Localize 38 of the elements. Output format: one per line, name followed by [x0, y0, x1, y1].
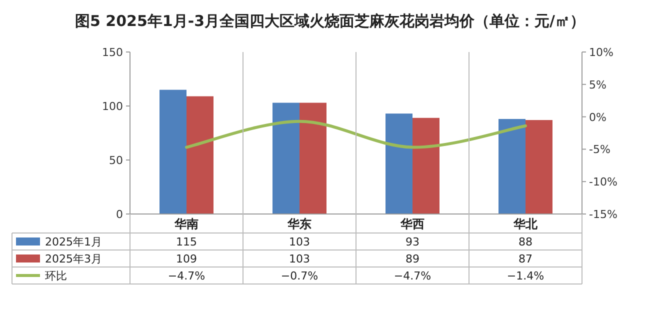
y-tick-label: 100 — [102, 100, 123, 113]
data-label: 115 — [176, 236, 197, 248]
bar — [272, 102, 300, 214]
y2-tick-label: 0% — [589, 110, 606, 124]
x-tick-label: 华南 — [174, 217, 198, 231]
x-tick-label: 华西 — [400, 217, 424, 231]
data-label: −4.7% — [394, 270, 432, 282]
data-label: 89 — [406, 252, 420, 266]
y2-tick-label: -5% — [589, 143, 610, 156]
data-label: 88 — [518, 236, 532, 248]
y2-tick-label: 5% — [589, 78, 606, 92]
data-label: −4.7% — [168, 270, 206, 282]
legend-label: 2025年3月 — [45, 252, 102, 266]
x-tick-label: 华东 — [286, 217, 312, 231]
legend-label: 2025年1月 — [45, 236, 102, 248]
bar — [526, 120, 552, 214]
y2-tick-label: -15% — [589, 208, 618, 221]
bar — [412, 118, 440, 214]
bar — [160, 90, 186, 214]
y2-tick-label: 10% — [589, 46, 614, 59]
y-tick-label: 150 — [102, 46, 123, 59]
bar — [386, 114, 412, 214]
data-label: −1.4% — [506, 270, 544, 282]
y2-tick-label: -10% — [589, 176, 618, 189]
chart-title: 图5 2025年1月-3月全国四大区域火烧面芝麻灰花岗岩均价（单位：元/㎡） — [75, 12, 585, 30]
data-label: 103 — [289, 236, 310, 248]
y-tick-label: 50 — [109, 154, 123, 167]
data-label: −0.7% — [280, 270, 318, 282]
data-label: 87 — [518, 252, 532, 266]
data-label: 103 — [289, 252, 310, 266]
bar — [300, 102, 326, 214]
y-tick-label: 0 — [116, 208, 123, 221]
legend-label: 环比 — [45, 270, 67, 282]
bar — [186, 96, 214, 214]
x-tick-label: 华北 — [512, 217, 538, 231]
bar — [498, 118, 526, 214]
data-label: 109 — [176, 252, 197, 266]
data-label: 93 — [406, 236, 420, 248]
